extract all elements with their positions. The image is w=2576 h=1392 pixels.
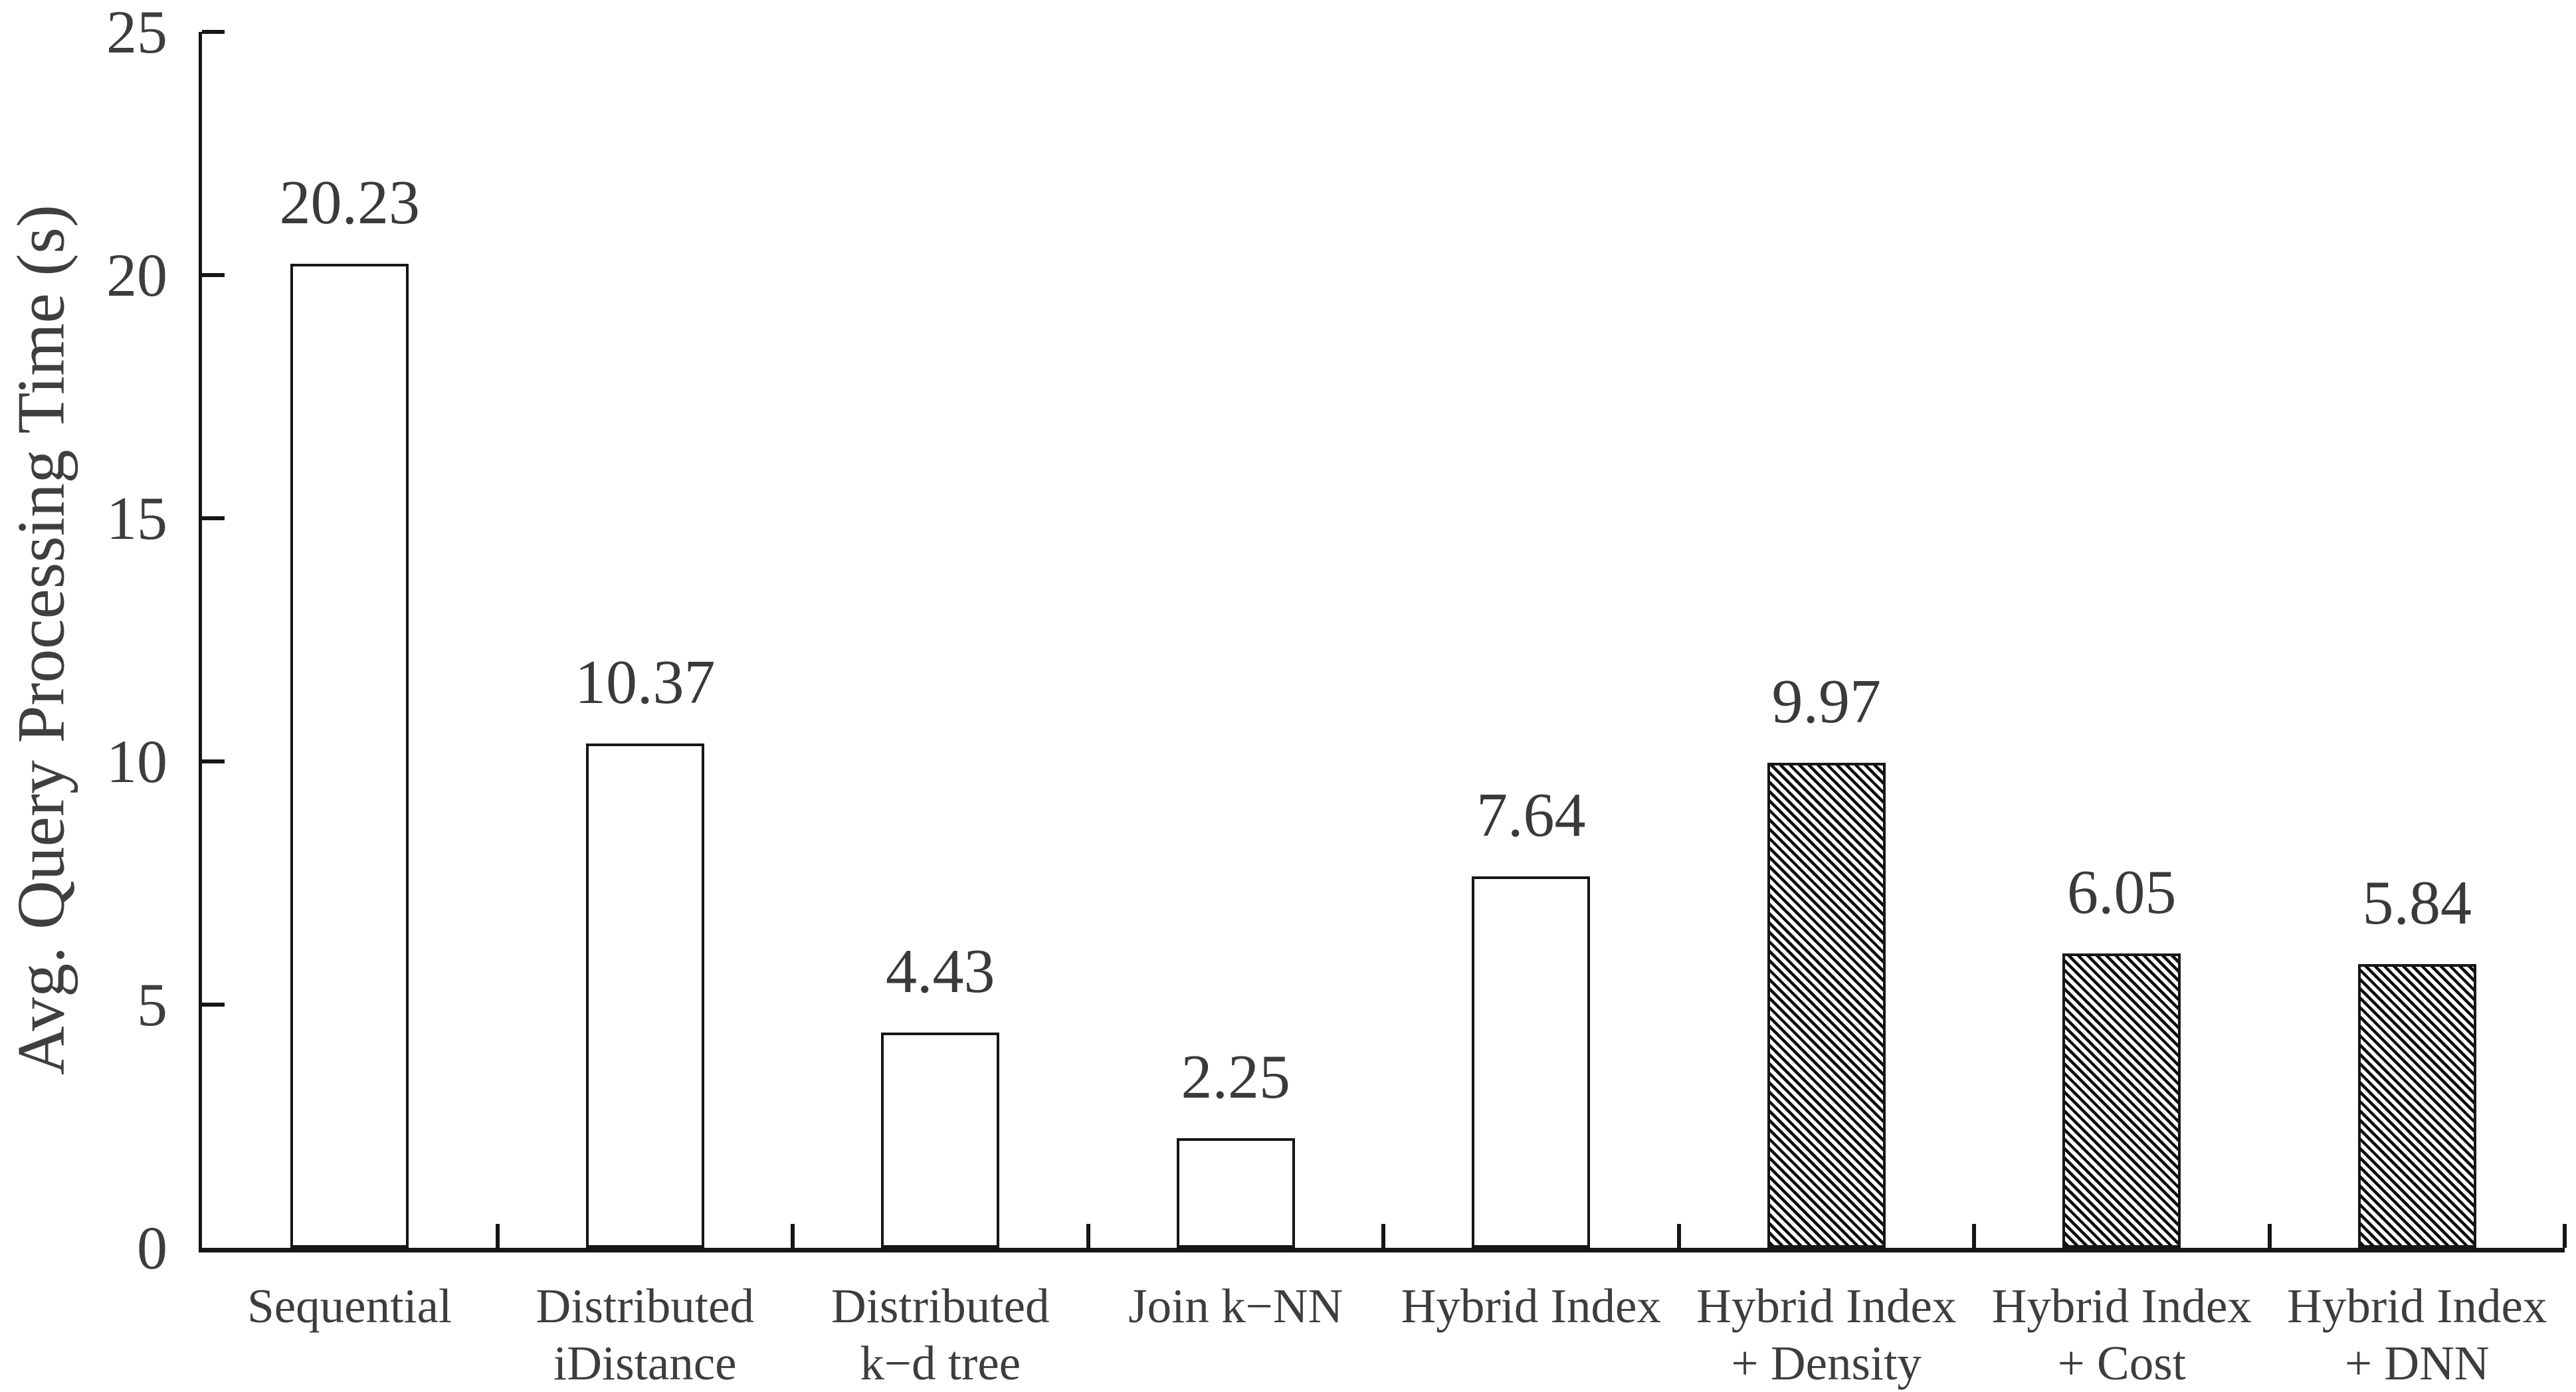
x-boundary-tick — [791, 1224, 795, 1248]
y-tick-label: 15 — [106, 484, 167, 552]
bar — [2062, 953, 2181, 1248]
x-boundary-tick — [2563, 1224, 2567, 1248]
bar — [1177, 1138, 1295, 1248]
category-label: Hybrid Index + Cost — [1992, 1278, 2252, 1392]
plot-area: 20.23 10.37 4.43 2.25 7.64 9.97 6.05 5.84 — [199, 30, 2567, 1252]
category-label: Sequential — [247, 1278, 452, 1335]
bar-value-label: 7.64 — [1476, 781, 1586, 850]
x-boundary-tick — [2267, 1224, 2272, 1248]
category-label-line: Distributed — [536, 1279, 754, 1333]
category-label-line: + Density — [1731, 1336, 1922, 1390]
category-label-line: Hybrid Index — [1696, 1279, 1957, 1333]
bar-value-label: 5.84 — [2362, 868, 2472, 938]
bar — [586, 744, 704, 1248]
category-label-line: Distributed — [831, 1279, 1050, 1333]
x-boundary-tick — [1676, 1224, 1681, 1248]
category-label-line: iDistance — [553, 1336, 737, 1390]
y-tick-label: 20 — [106, 241, 167, 309]
bar — [1767, 763, 1886, 1248]
y-tick — [202, 273, 225, 277]
x-boundary-tick — [495, 1224, 500, 1248]
bar-value-label: 4.43 — [886, 937, 995, 1006]
bar — [2358, 964, 2476, 1248]
category-label: Hybrid Index + Density — [1696, 1278, 1956, 1392]
bar-value-label: 6.05 — [2067, 858, 2177, 927]
category-label-line: Hybrid Index — [2287, 1279, 2547, 1333]
category-label-line: k−d tree — [860, 1336, 1021, 1390]
y-tick — [202, 759, 225, 763]
y-tick — [202, 1003, 225, 1007]
category-label-line: Hybrid Index — [1991, 1279, 2252, 1333]
category-label: Hybrid Index — [1401, 1278, 1661, 1335]
x-boundary-tick — [1972, 1224, 1976, 1248]
bar — [881, 1033, 999, 1248]
category-label: Distributed k−d tree — [831, 1278, 1049, 1392]
bar-value-label: 2.25 — [1181, 1043, 1291, 1112]
y-tick — [202, 516, 225, 520]
y-tick-label: 10 — [106, 728, 167, 795]
x-boundary-tick — [1381, 1224, 1385, 1248]
bar-value-label: 10.37 — [575, 648, 716, 717]
y-tick-label: 0 — [137, 1214, 167, 1282]
bar-value-label: 20.23 — [279, 168, 421, 237]
category-label-line: + DNN — [2344, 1336, 2490, 1390]
bar-value-label: 9.97 — [1771, 667, 1882, 736]
bar — [1472, 876, 1590, 1248]
category-label: Distributed iDistance — [536, 1278, 754, 1392]
y-axis-title: Avg. Query Processing Time (s) — [3, 205, 79, 1075]
category-label-line: Sequential — [247, 1279, 452, 1333]
y-tick — [202, 30, 225, 34]
category-label-line: Join k−NN — [1128, 1279, 1343, 1333]
category-label: Hybrid Index + DNN — [2287, 1278, 2547, 1392]
bar — [290, 264, 409, 1248]
category-label-line: + Cost — [2057, 1336, 2186, 1390]
y-tick-label: 25 — [106, 0, 167, 66]
category-label-line: Hybrid Index — [1401, 1279, 1661, 1333]
category-label: Join k−NN — [1128, 1278, 1343, 1335]
x-boundary-tick — [1086, 1224, 1090, 1248]
y-tick-label: 5 — [137, 971, 167, 1039]
